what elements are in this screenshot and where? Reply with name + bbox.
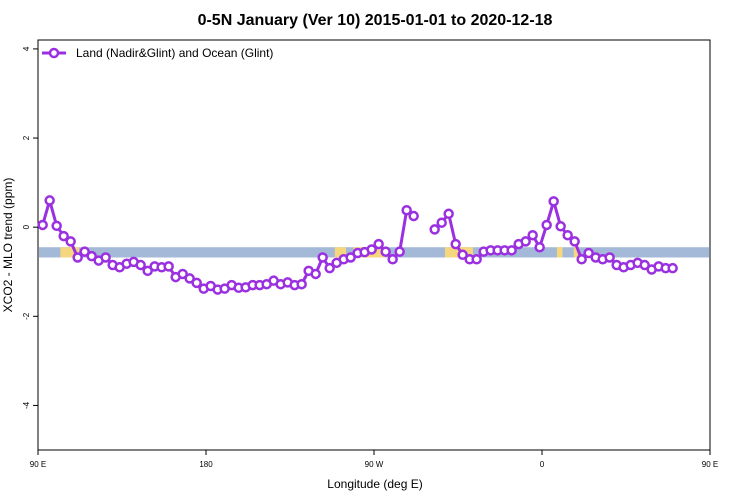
surface-band-land — [334, 247, 346, 258]
chart-title: 0-5N January (Ver 10) 2015-01-01 to 2020… — [198, 12, 553, 29]
data-point — [191, 277, 202, 289]
data-point — [86, 250, 97, 262]
data-point — [527, 229, 538, 241]
data-point — [37, 219, 48, 231]
data-point — [583, 247, 594, 259]
data-point — [541, 219, 552, 231]
data-point — [135, 259, 146, 271]
x-tick-label: 90 W — [365, 460, 384, 469]
data-point — [548, 196, 559, 207]
series-points — [37, 195, 678, 295]
data-point — [436, 217, 447, 228]
y-tick-label: 2 — [22, 135, 31, 140]
data-point — [394, 246, 405, 257]
x-tick-label: 0 — [540, 460, 545, 469]
x-axis: 90 E 180 90 W 0 90 E — [30, 450, 718, 469]
legend-label: Land (Nadir&Glint) and Ocean (Glint) — [76, 46, 273, 60]
data-point — [443, 208, 454, 220]
x-axis-label: Longitude (deg E) — [327, 477, 422, 491]
y-axis-label: XCO2 - MLO trend (ppm) — [1, 178, 15, 313]
data-point — [317, 252, 328, 263]
data-point — [576, 254, 587, 265]
data-point — [457, 249, 468, 261]
data-point — [667, 262, 678, 274]
data-point — [58, 230, 69, 242]
data-point — [429, 224, 440, 235]
data-point — [177, 268, 188, 280]
y-tick-label: 0 — [22, 224, 31, 229]
data-point — [79, 246, 90, 257]
y-axis: 4 2 0 -2 -4 — [22, 46, 38, 409]
data-point — [373, 238, 384, 250]
legend-marker-swatch — [48, 47, 60, 59]
data-point — [401, 204, 412, 216]
series-line — [41, 198, 415, 292]
data-point — [72, 252, 83, 263]
x-tick-label: 90 E — [30, 460, 46, 469]
data-point — [555, 221, 566, 232]
data-point — [163, 261, 174, 272]
y-tick-label: 4 — [22, 46, 31, 51]
plot-area — [37, 39, 711, 451]
data-point — [380, 246, 391, 257]
data-point — [604, 252, 615, 263]
data-point — [408, 210, 419, 222]
x-tick-label: 180 — [199, 460, 213, 469]
surface-band-land — [60, 247, 68, 258]
data-point — [51, 220, 62, 232]
data-point — [345, 252, 356, 263]
data-point — [639, 259, 650, 271]
data-point — [366, 244, 377, 255]
y-tick-label: -2 — [22, 312, 31, 320]
data-point — [471, 254, 482, 265]
data-point — [296, 278, 307, 290]
data-point — [450, 238, 461, 250]
data-point — [142, 265, 153, 277]
data-point — [65, 236, 76, 247]
data-point — [324, 262, 335, 274]
data-point — [506, 245, 517, 256]
data-point — [387, 254, 398, 265]
data-point — [44, 195, 55, 206]
data-point — [569, 236, 580, 247]
data-point — [100, 252, 111, 263]
data-point — [534, 241, 545, 253]
data-point — [184, 273, 195, 284]
x-tick-label: 90 E — [702, 460, 718, 469]
data-point — [310, 268, 321, 280]
surface-band-land — [573, 247, 580, 258]
data-point — [520, 236, 531, 247]
legend: Land (Nadir&Glint) and Ocean (Glint) — [42, 46, 273, 60]
y-tick-label: -4 — [22, 401, 31, 409]
data-point — [562, 229, 573, 241]
surface-band-land — [67, 247, 80, 258]
surface-band-land — [556, 247, 563, 258]
